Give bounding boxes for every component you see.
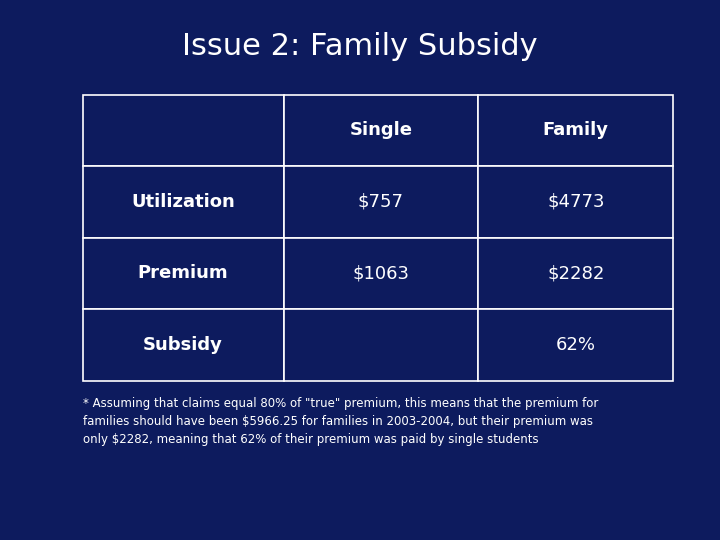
Text: $2282: $2282 [547,265,605,282]
Bar [83,94,284,166]
Bar [83,309,284,381]
Bar [284,309,478,381]
Text: 62%: 62% [556,336,595,354]
Text: $4773: $4773 [547,193,605,211]
Bar [284,94,478,166]
Text: Premium: Premium [138,265,228,282]
Bar [478,94,673,166]
Text: $757: $757 [358,193,404,211]
Text: Issue 2: Family Subsidy: Issue 2: Family Subsidy [182,32,538,62]
Text: Utilization: Utilization [131,193,235,211]
Bar [478,166,673,238]
Bar [284,238,478,309]
Text: Single: Single [349,122,413,139]
Text: Subsidy: Subsidy [143,336,223,354]
Bar [83,238,284,309]
Bar [478,238,673,309]
Bar [284,166,478,238]
Text: $1063: $1063 [353,265,410,282]
Bar [478,309,673,381]
Bar [83,166,284,238]
Text: Family: Family [543,122,609,139]
Text: * Assuming that claims equal 80% of "true" premium, this means that the premium : * Assuming that claims equal 80% of "tru… [83,397,598,446]
